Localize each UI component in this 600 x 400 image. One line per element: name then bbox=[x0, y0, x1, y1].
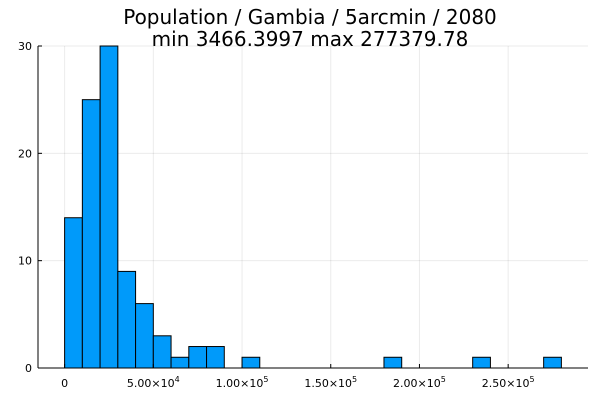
y-tick-labels: 0 10 20 30 bbox=[18, 40, 32, 375]
histogram-bar-9 bbox=[241, 356, 261, 369]
y-tick-label-0: 0 bbox=[25, 362, 32, 375]
histogram-bar-10 bbox=[383, 356, 403, 369]
bars bbox=[64, 45, 562, 369]
histogram-bar-11 bbox=[472, 356, 491, 369]
histogram-bar-6 bbox=[170, 356, 190, 369]
histogram-bar-12 bbox=[543, 356, 562, 369]
y-tick-label-3: 30 bbox=[18, 40, 32, 53]
histogram-bar-4 bbox=[135, 303, 154, 369]
histogram-bar-2 bbox=[99, 45, 119, 369]
axes bbox=[37, 45, 588, 369]
x-tick-label-0: 0 bbox=[61, 377, 68, 390]
x-tick-label-4: 2.00×105 bbox=[393, 375, 446, 390]
chart-title-line1: Population / Gambia / 5arcmin / 2080 bbox=[123, 5, 497, 29]
x-tick-label-5: 2.50×105 bbox=[482, 375, 535, 390]
y-tick-label-2: 20 bbox=[18, 147, 32, 160]
histogram-bar-1 bbox=[81, 99, 101, 369]
histogram-bar-5 bbox=[152, 335, 172, 369]
x-tick-label-2: 1.00×105 bbox=[216, 375, 269, 390]
histogram-bar-7 bbox=[188, 346, 208, 369]
histogram-bar-8 bbox=[206, 346, 225, 369]
y-tick-label-1: 10 bbox=[18, 255, 32, 268]
chart-title-line2: min 3466.3997 max 277379.78 bbox=[152, 27, 469, 51]
x-tick-label-1: 5.00×104 bbox=[127, 375, 180, 390]
x-tick-labels: 0 5.00×104 1.00×105 1.50×105 2.00×105 2.50×10… bbox=[61, 375, 534, 390]
x-tick-label-3: 1.50×105 bbox=[304, 375, 357, 390]
histogram-bar-3 bbox=[117, 270, 137, 369]
histogram-bar-0 bbox=[64, 217, 83, 369]
